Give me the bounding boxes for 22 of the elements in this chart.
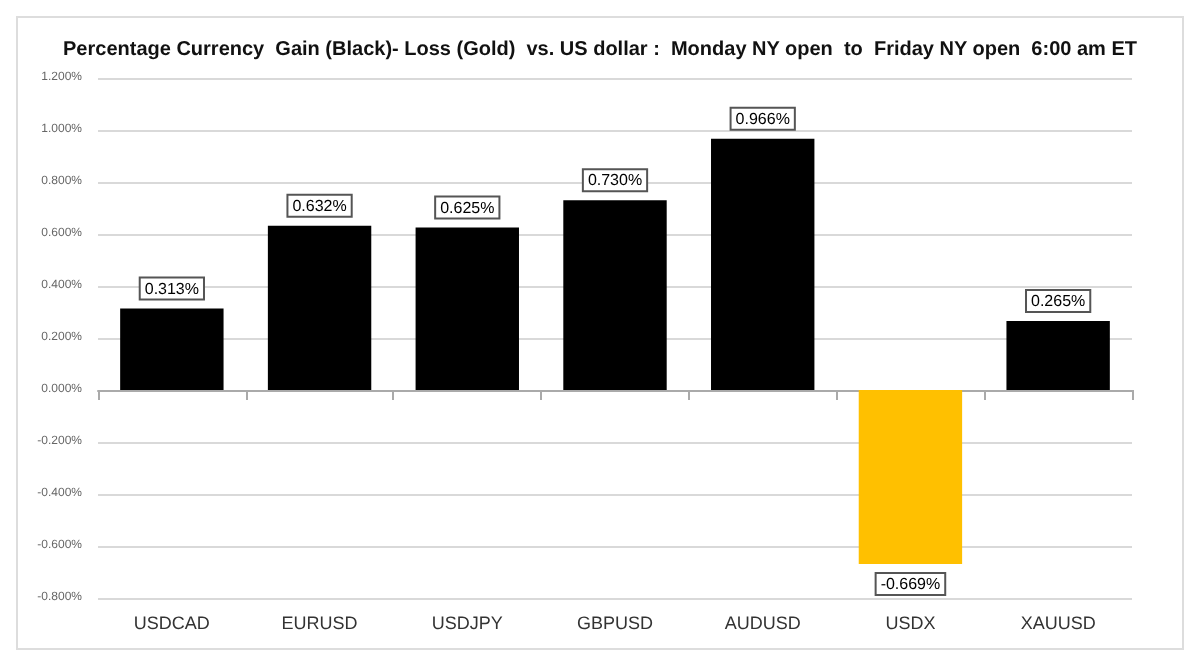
x-tick-label: EURUSD — [281, 613, 359, 633]
x-tick-label: USDCAD — [133, 613, 211, 633]
data-label: 0.730% — [587, 171, 643, 190]
bar — [711, 138, 815, 390]
bar — [858, 390, 963, 564]
bar — [415, 227, 519, 390]
x-tick-label: GBPUSD — [576, 613, 654, 633]
data-label: 0.265% — [1031, 292, 1086, 311]
bar — [267, 225, 372, 390]
x-tick-label: USDJPY — [431, 613, 503, 633]
data-label: 0.625% — [440, 198, 495, 217]
chart-title: Percentage Currency Gain (Black)- Loss (Gold) vs. US dollar : Monday NY open to Friday NY open 6:00 am ET — [63, 39, 1137, 61]
bar — [563, 200, 667, 390]
bar — [1006, 321, 1110, 390]
data-label: 0.632% — [292, 196, 347, 215]
data-label: -0.669% — [880, 574, 941, 593]
x-tick-label: AUDUSD — [724, 613, 802, 633]
x-tick-label: USDX — [885, 613, 936, 633]
data-label: 0.313% — [144, 279, 199, 298]
bar — [120, 308, 224, 390]
x-tick-label: XAUUSD — [1020, 613, 1097, 633]
data-label: 0.966% — [735, 109, 790, 128]
